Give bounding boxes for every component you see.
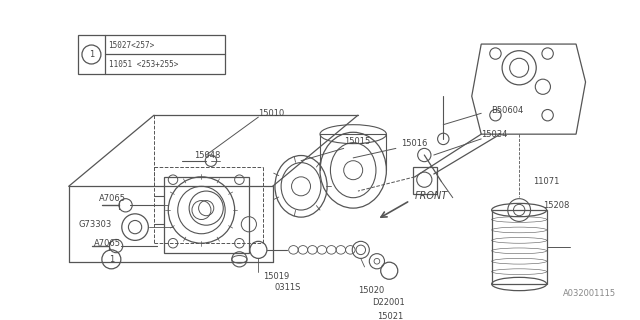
Text: 15048: 15048 — [194, 150, 220, 160]
Bar — [492, 210, 547, 284]
Bar — [163, 177, 249, 253]
Text: G73303: G73303 — [78, 220, 111, 229]
Text: 15020: 15020 — [358, 286, 384, 295]
Text: FRONT: FRONT — [415, 191, 448, 201]
Text: 15015: 15015 — [344, 137, 370, 146]
Text: 15034: 15034 — [481, 130, 508, 139]
Bar — [413, 167, 436, 194]
Text: D22001: D22001 — [372, 299, 405, 308]
Bar — [78, 35, 225, 75]
Text: A7065: A7065 — [94, 239, 121, 248]
Text: A032001115: A032001115 — [563, 289, 616, 298]
Text: 0311S: 0311S — [275, 283, 301, 292]
Text: B50604: B50604 — [491, 106, 523, 115]
Text: 11071: 11071 — [533, 177, 560, 186]
Text: 1: 1 — [89, 50, 94, 59]
Text: A7065: A7065 — [99, 194, 125, 203]
Text: 15027<257>: 15027<257> — [109, 41, 155, 50]
Text: 11051 <253+255>: 11051 <253+255> — [109, 60, 178, 69]
Text: 15019: 15019 — [263, 272, 289, 281]
Text: 1: 1 — [109, 255, 114, 264]
Text: 15021: 15021 — [377, 312, 403, 320]
Text: 15010: 15010 — [259, 109, 285, 118]
Text: 15016: 15016 — [401, 139, 427, 148]
Text: 15208: 15208 — [543, 201, 569, 210]
